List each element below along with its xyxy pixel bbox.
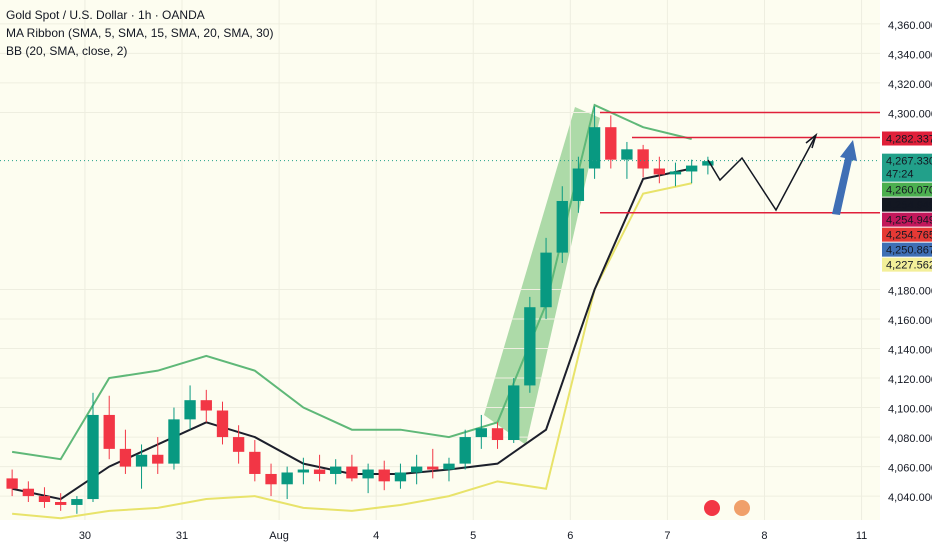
candle-body (232, 437, 245, 452)
event-icon[interactable] (734, 500, 750, 516)
candle-body (281, 472, 293, 485)
candle-body (87, 414, 99, 500)
x-tick-label: 5 (470, 530, 476, 542)
price-label: 4,254.765 (886, 230, 932, 242)
candle-body (265, 473, 277, 485)
price-label: 4,267.330 (886, 156, 932, 168)
price-label: 4,250.867 (886, 245, 932, 257)
candle-body (55, 501, 67, 505)
candle-body (491, 428, 504, 441)
candle-body (605, 127, 617, 160)
candle-body (475, 428, 487, 438)
event-icon[interactable] (704, 500, 720, 516)
candle-body (653, 168, 666, 175)
candle-body (410, 466, 423, 473)
candle-body (71, 499, 83, 505)
y-tick-label: 4,300.000 (888, 108, 932, 120)
indicator-line (12, 182, 692, 520)
candle-body (524, 307, 536, 386)
candle-body (540, 252, 552, 308)
candle-body (184, 400, 196, 420)
candle-body (556, 200, 568, 253)
candle-body (152, 454, 164, 464)
candle-body (6, 478, 18, 489)
candle-body (686, 165, 698, 172)
price-label-box (882, 227, 932, 242)
x-tick-label: 31 (176, 530, 188, 542)
x-tick-label: 6 (567, 530, 573, 542)
x-axis-area (0, 520, 880, 550)
indicator-label: MA Ribbon (SMA, 5, SMA, 15, SMA, 20, SMA… (6, 26, 273, 40)
candle-body (216, 410, 229, 438)
forecast-arrow (832, 140, 857, 215)
candle-body (621, 149, 633, 160)
y-tick-label: 4,060.000 (888, 462, 932, 474)
y-tick-label: 4,120.000 (888, 374, 932, 386)
candle-body (346, 466, 358, 479)
y-tick-label: 4,180.000 (888, 285, 932, 297)
y-tick-label: 4,360.000 (888, 20, 932, 32)
price-label: 4,260.070 (886, 185, 932, 197)
indicator-label: BB (20, SMA, close, 2) (6, 44, 127, 58)
candle-body (22, 488, 35, 497)
candle-body (103, 414, 115, 449)
candle-body (702, 161, 714, 166)
candle-body (459, 437, 471, 464)
candle-body (297, 469, 310, 473)
y-tick-label: 4,160.000 (888, 315, 932, 327)
candle-body (669, 171, 682, 175)
candle-body (362, 469, 374, 479)
candle-body (572, 168, 585, 201)
candle-body (378, 469, 390, 482)
price-label: 4,227.562 (886, 260, 932, 272)
price-label: 4,282.337 (886, 133, 932, 145)
price-label-box (882, 131, 932, 146)
candle-body (313, 469, 326, 474)
candle-body (394, 472, 407, 482)
y-tick-label: 4,320.000 (888, 79, 932, 91)
projection-path (707, 134, 817, 212)
price-label-box (882, 182, 932, 197)
candle-body (249, 451, 261, 474)
candle-body (200, 400, 212, 411)
candle-body (330, 466, 342, 474)
price-label-box (882, 197, 932, 212)
x-tick-label: 7 (664, 530, 670, 542)
plot-layer (0, 0, 880, 520)
candle-body (135, 454, 148, 467)
candle-body (588, 127, 601, 169)
candle-body (443, 463, 455, 470)
projection-arrowhead (805, 132, 818, 149)
price-label-box (882, 242, 932, 257)
y-tick-label: 4,080.000 (888, 433, 932, 445)
plot-background (0, 0, 880, 520)
countdown: 47:24 (886, 169, 914, 181)
chart-title: Gold Spot / U.S. Dollar · 1h · OANDA (6, 8, 205, 22)
candle-body (38, 496, 51, 502)
y-tick-label: 4,040.000 (888, 492, 932, 504)
x-tick-label: 11 (856, 530, 867, 542)
x-tick-label: Aug (269, 530, 289, 542)
price-label: 4,254.949 (886, 200, 932, 212)
candle-body (168, 419, 180, 464)
price-label: 4,254.949 (886, 215, 932, 227)
price-label-box (882, 153, 932, 182)
candle-body (637, 149, 649, 169)
y-tick-label: 4,340.000 (888, 49, 932, 61)
candle-body (119, 448, 132, 467)
x-tick-label: 8 (761, 530, 767, 542)
price-label-box (882, 257, 932, 272)
candle-body (427, 466, 439, 470)
price-label-box (882, 212, 932, 227)
candle-body (508, 385, 520, 441)
y-tick-label: 4,100.000 (888, 403, 932, 415)
x-tick-label: 4 (373, 530, 379, 542)
y-tick-label: 4,140.000 (888, 344, 932, 356)
x-tick-label: 30 (79, 530, 91, 542)
